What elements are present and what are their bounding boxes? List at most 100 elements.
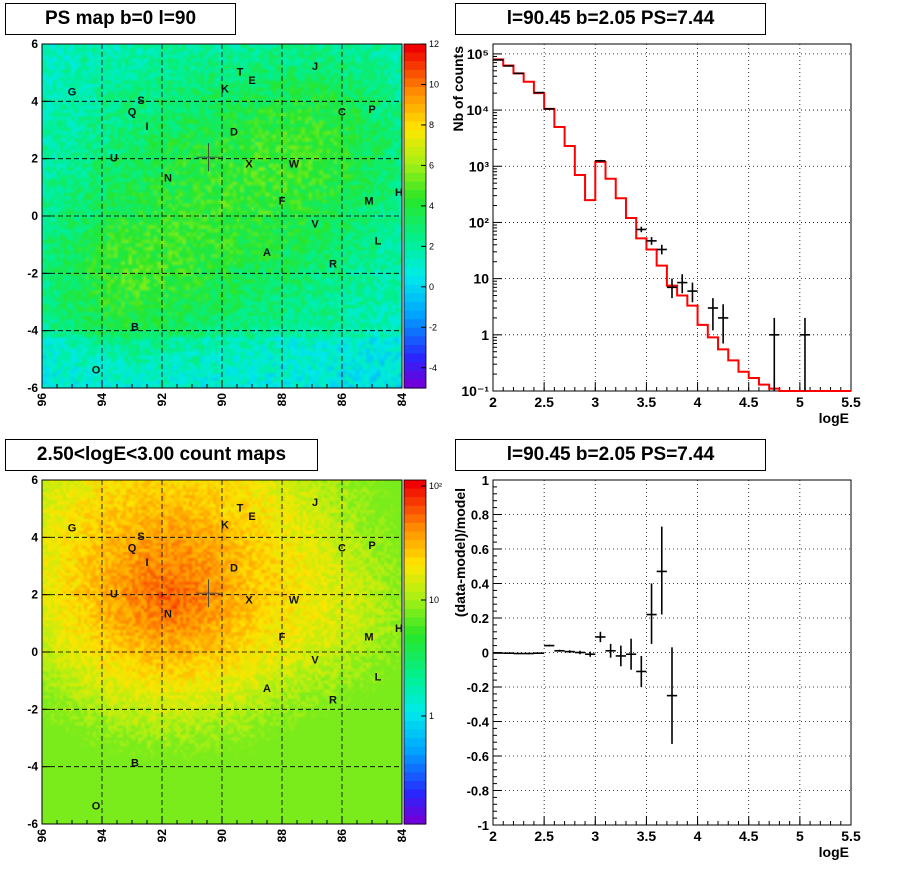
count-map-title: 2.50<logE<3.00 count maps xyxy=(5,439,318,471)
colorbar-cell xyxy=(404,523,426,533)
colorbar-cell xyxy=(404,755,426,765)
colorbar-cell xyxy=(404,781,426,791)
colorbar-cell xyxy=(404,198,426,208)
x-tick-label: 88 xyxy=(275,829,289,843)
source-label: I xyxy=(145,557,148,569)
data-point xyxy=(687,282,698,303)
data-point xyxy=(646,583,657,644)
x-tick-label: 3 xyxy=(591,828,599,844)
source-label: D xyxy=(230,127,238,139)
x-tick-label: 90 xyxy=(215,829,229,843)
colorbar-cell xyxy=(404,712,426,722)
colorbar-cell xyxy=(404,720,426,730)
colorbar-cell xyxy=(404,677,426,687)
x-tick-label: 5.5 xyxy=(841,828,861,844)
source-label: I xyxy=(145,121,148,133)
colorbar-tick-label: 10² xyxy=(429,481,442,491)
source-label: C xyxy=(338,543,346,555)
colorbar-cell xyxy=(404,772,426,782)
data-point xyxy=(513,72,524,75)
colorbar-cell xyxy=(404,763,426,773)
source-label: V xyxy=(311,218,319,230)
colorbar-cell xyxy=(404,488,426,498)
y-tick-label: 0.2 xyxy=(471,611,489,626)
y-tick-label: -1 xyxy=(477,818,489,833)
y-tick-label: -6 xyxy=(27,817,38,831)
source-label: M xyxy=(364,632,373,644)
y-tick-label: -4 xyxy=(27,324,38,338)
residual-panel: 2 2.5 3 3.5 4 4.5 5 5.5 logE -1 -0.8 -0.6 -0.4 -0.2 0 0… xyxy=(449,436,898,871)
colorbar-cell xyxy=(404,583,426,593)
source-label: Q xyxy=(128,543,137,555)
x-tick-label: 90 xyxy=(215,393,229,407)
y-tick-label: 0.8 xyxy=(471,508,489,523)
colorbar-cell xyxy=(404,130,426,140)
source-label: G xyxy=(68,523,77,535)
colorbar-tick-label: 2 xyxy=(429,241,434,251)
data-point xyxy=(615,645,626,667)
colorbar-frame xyxy=(403,43,427,389)
y-tick-label: 0.6 xyxy=(471,542,489,557)
data-point xyxy=(574,650,586,655)
data-point xyxy=(605,643,616,658)
source-label: O xyxy=(92,365,101,377)
y-tick-label: -2 xyxy=(27,702,38,716)
colorbar-cell xyxy=(404,138,426,148)
x-tick-label: 84 xyxy=(395,829,409,843)
source-label: T xyxy=(237,503,244,515)
data-point xyxy=(533,91,545,94)
source-label: B xyxy=(131,322,139,334)
data-point xyxy=(666,647,678,744)
source-label: A xyxy=(263,683,271,695)
colorbar-cell xyxy=(404,155,426,165)
colorbar-cell xyxy=(404,574,426,584)
colorbar-cell xyxy=(404,370,426,380)
source-label: N xyxy=(164,173,172,185)
colorbar-tick-label: 1 xyxy=(429,711,434,721)
y-tick-label: 10² xyxy=(469,214,490,230)
x-tick-label: 94 xyxy=(95,393,109,407)
y-tick-label: 0 xyxy=(31,645,38,659)
y-tick-label: 6 xyxy=(31,37,38,51)
ps-map-plot: 96 94 92 90 88 86 846420-2-4-6121086420-2-4GSQ… xyxy=(27,37,439,407)
data-point xyxy=(493,652,504,654)
data-point xyxy=(544,644,555,647)
colorbar-cell xyxy=(404,566,426,576)
source-label: P xyxy=(368,540,375,552)
source-label: N xyxy=(164,609,172,621)
colorbar-cell xyxy=(404,660,426,670)
source-label: D xyxy=(230,563,238,575)
grid xyxy=(42,480,402,824)
colorbar-cell xyxy=(404,480,426,490)
source-label: C xyxy=(338,107,346,119)
y-tick-label: -0.4 xyxy=(467,715,490,730)
y-tick-label: -0.8 xyxy=(467,784,489,799)
source-label: X xyxy=(245,158,253,170)
colorbar-cell xyxy=(404,738,426,748)
colorbar-cell xyxy=(404,557,426,567)
colorbar-cell xyxy=(404,52,426,62)
count-map-plot: 96 94 92 90 88 86 84 6 4 2 0 -2 -4 -6 10² 10 1 G SQI U N TK E J… xyxy=(27,473,442,843)
data-point xyxy=(666,278,678,299)
colorbar-cell xyxy=(404,591,426,601)
colorbar-cell xyxy=(404,207,426,217)
data-point xyxy=(656,526,667,615)
source-label: R xyxy=(329,259,337,271)
y-tick-label: 2 xyxy=(31,588,38,602)
colorbar-cell xyxy=(404,69,426,79)
y-tick-label: -2 xyxy=(27,266,38,280)
colorbar-tick-label: 10 xyxy=(429,595,439,605)
data-point xyxy=(513,652,524,655)
source-label: J xyxy=(312,497,318,509)
data-point xyxy=(799,317,811,391)
colorbar-cell xyxy=(404,362,426,372)
residual-title: l=90.45 b=2.05 PS=7.44 xyxy=(455,439,766,471)
x-tick-label: 4 xyxy=(694,394,702,410)
colorbar-cell xyxy=(404,319,426,329)
colorbar-cell xyxy=(404,61,426,71)
data-point xyxy=(533,652,545,654)
colorbar-cell xyxy=(404,652,426,662)
x-tick-label: 2 xyxy=(489,828,497,844)
x-tick-label: 4 xyxy=(694,828,702,844)
y-tick-label: 2 xyxy=(31,152,38,166)
